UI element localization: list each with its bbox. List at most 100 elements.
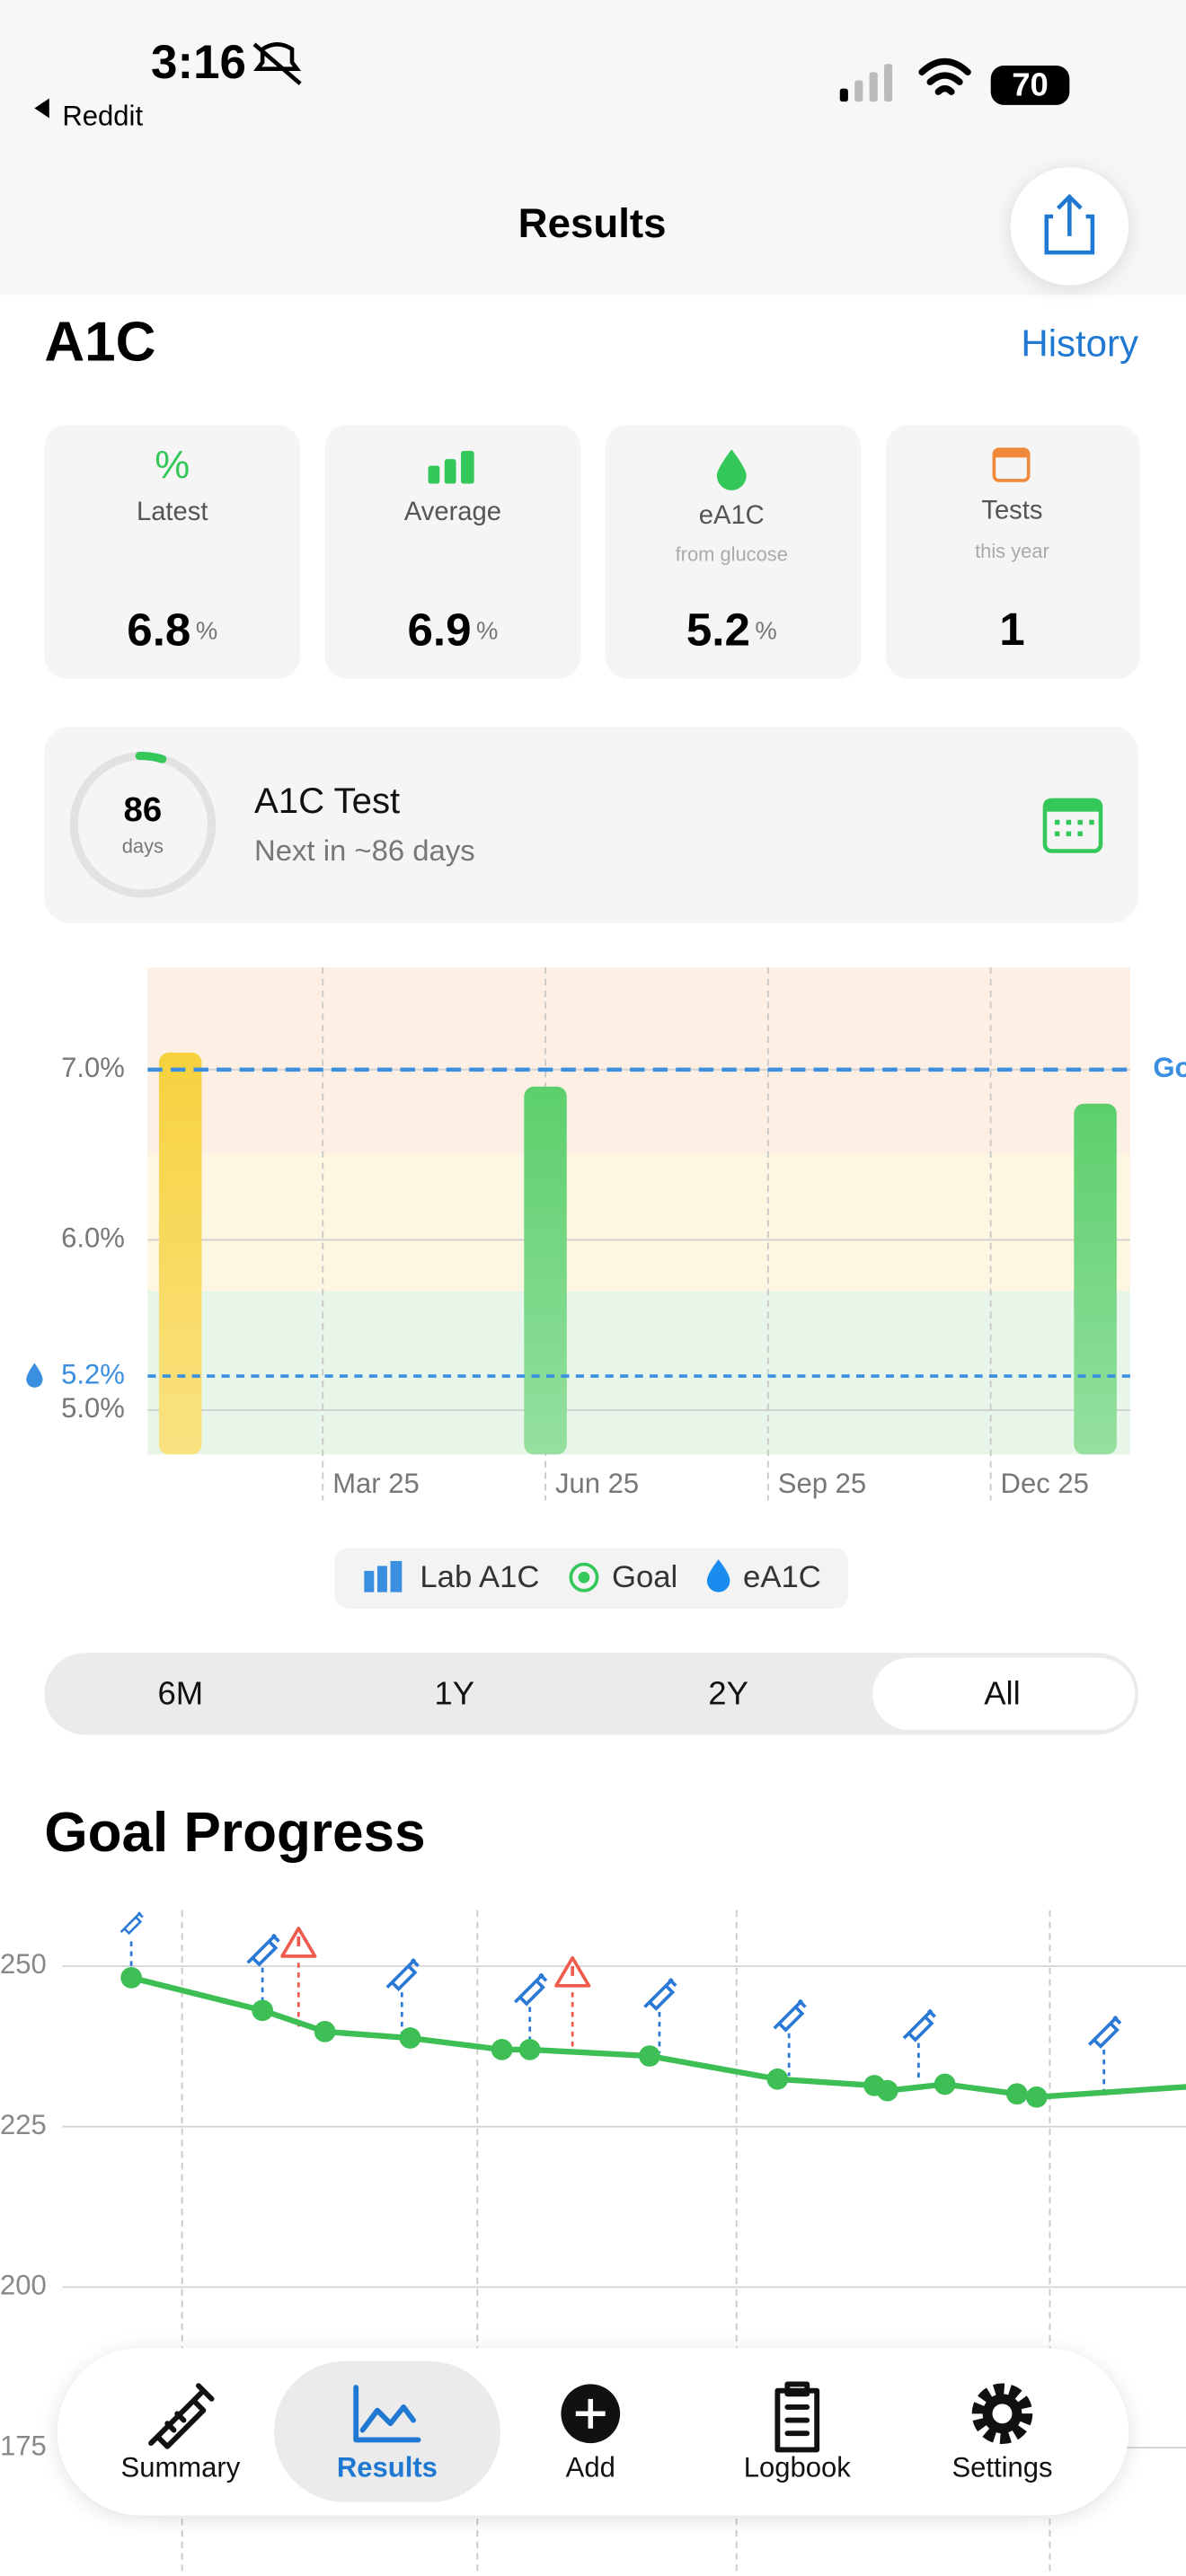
bar-shade	[524, 1086, 567, 1455]
goal-label: Goal	[1153, 1052, 1186, 1083]
x-tick-label: Jun 25	[555, 1468, 639, 1499]
syringe-icon	[246, 1933, 280, 1967]
syringe-icon	[385, 1958, 420, 1992]
battery-icon	[990, 66, 1070, 105]
value: 5.2	[686, 604, 750, 655]
tab-icon	[774, 2381, 820, 2453]
unit: %	[755, 617, 776, 645]
page-title: Results	[518, 200, 667, 246]
gear-hub	[982, 2394, 1022, 2434]
bar-shade	[158, 1052, 202, 1455]
point	[639, 2045, 660, 2067]
point	[120, 1966, 143, 1989]
range-band	[147, 1154, 1130, 1292]
battery-level: 70	[1012, 66, 1049, 102]
next-test-title: A1C Test	[254, 781, 400, 821]
back-label[interactable]: Reddit	[62, 101, 143, 132]
back-arrow[interactable]	[34, 98, 49, 119]
tab-items: Summary Results Add Logbook Settings	[121, 2360, 1053, 2502]
legend-label: eA1C	[743, 1560, 821, 1594]
calendar-button[interactable]	[1042, 798, 1103, 853]
next-test-subtitle: Next in ~86 days	[254, 834, 475, 867]
card	[885, 424, 1140, 679]
syringe-icon	[902, 2008, 936, 2042]
legend-icon	[578, 1571, 590, 1584]
point	[1025, 2086, 1048, 2108]
signal-icon	[839, 64, 893, 102]
point	[876, 2079, 898, 2102]
range-band	[147, 967, 1130, 1155]
y-tick-label: 5.0%	[61, 1392, 125, 1424]
unit: %	[196, 617, 217, 645]
mute-icon	[252, 42, 302, 85]
y-tick-label: 175	[0, 2430, 47, 2461]
syringe-icon	[643, 1978, 677, 2011]
ring-unit: days	[122, 835, 164, 858]
range-band	[147, 1291, 1130, 1455]
drop-icon	[716, 449, 747, 490]
tab-icon	[353, 2385, 421, 2443]
y-tick-label: 200	[0, 2270, 47, 2301]
ring-progress	[135, 752, 167, 763]
ea1c-label: 5.2%	[61, 1358, 125, 1389]
card-value: 6.9%	[407, 604, 498, 655]
line	[130, 1974, 1186, 2100]
card	[605, 424, 862, 679]
range-option[interactable]: All	[984, 1674, 1021, 1711]
card	[44, 424, 301, 679]
syringe-icon	[513, 1972, 548, 2007]
tab-label[interactable]: Results	[337, 2452, 438, 2483]
legend-icon	[364, 1560, 403, 1592]
share-button[interactable]	[1010, 167, 1129, 286]
history-link[interactable]: History	[1021, 322, 1138, 364]
card-value: 6.8%	[127, 604, 217, 655]
card-label: Tests	[981, 496, 1042, 525]
section-title: Goal Progress	[44, 1802, 425, 1864]
tab-label[interactable]: Settings	[951, 2452, 1052, 2483]
charts: 5.0% 6.0% 7.0% Mar 25 Jun 25 Sep 25 Dec 25 Goal…	[0, 967, 1186, 2576]
card-sublabel: this year	[975, 540, 1049, 562]
wifi-icon	[918, 57, 971, 95]
point	[252, 1999, 274, 2022]
card-icon: %	[155, 443, 190, 487]
ring-days: 86	[124, 790, 163, 829]
tab-label[interactable]: Add	[566, 2452, 615, 2483]
range-option[interactable]: 1Y	[434, 1674, 474, 1711]
point	[1005, 2083, 1028, 2105]
point	[491, 2039, 513, 2060]
stat-cards: % Latest Average eA1C Tests from glucose…	[44, 424, 1140, 679]
unit: %	[476, 617, 498, 645]
section-title: A1C	[44, 312, 155, 374]
point	[934, 2073, 956, 2095]
card	[324, 424, 581, 679]
next-test-card	[44, 726, 1139, 923]
range-selected	[872, 1657, 1136, 1730]
gear-icon	[971, 2383, 1033, 2445]
y-tick-label: 6.0%	[61, 1222, 125, 1254]
card-value: 5.2%	[686, 604, 777, 655]
syringe-icon	[1087, 2016, 1122, 2049]
tab-icon	[148, 2383, 215, 2449]
x-tick-label: Mar 25	[332, 1468, 420, 1499]
point	[518, 2039, 541, 2060]
card-label: Average	[404, 498, 501, 526]
tab-label[interactable]: Logbook	[744, 2452, 851, 2483]
bar-shade	[1074, 1103, 1117, 1455]
legend-icon	[706, 1559, 730, 1592]
tab-label[interactable]: Summary	[121, 2452, 241, 2483]
point	[314, 2021, 336, 2042]
range-option[interactable]: 6M	[158, 1674, 204, 1711]
value: 6.8	[127, 604, 190, 655]
y-tick-label: 7.0%	[61, 1052, 125, 1083]
legend-label: Goal	[612, 1560, 677, 1594]
point	[766, 2068, 789, 2090]
status-time: 3:16	[151, 36, 246, 89]
card-sublabel: from glucose	[676, 543, 788, 566]
syringe-icon	[773, 1998, 807, 2033]
drop-icon	[26, 1363, 43, 1388]
card-value: 1	[999, 604, 1024, 655]
range-option[interactable]: 2Y	[708, 1674, 748, 1711]
card-label: eA1C	[699, 501, 765, 530]
